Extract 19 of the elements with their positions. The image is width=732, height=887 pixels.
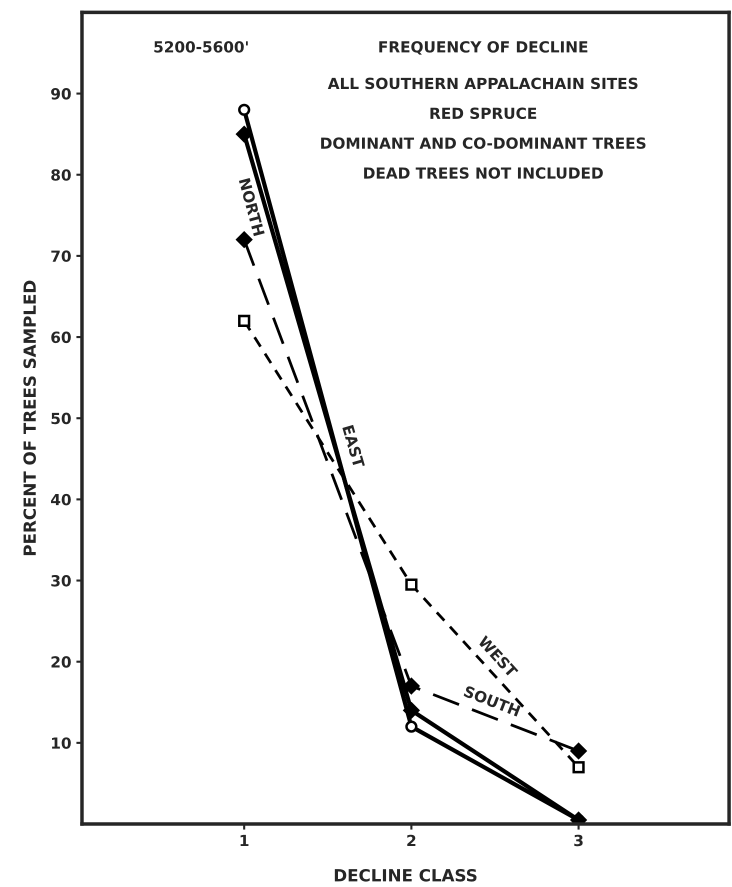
- y-tick-label: 60: [51, 332, 71, 344]
- x-axis-title: DECLINE CLASS: [334, 868, 477, 882]
- text: ALL SOUTHERN APPALACHAIN SITES RED SPRUCE DOMINANT AND CO-DOMINANT TREES DEAD TREES NOT INCLUDED: [321, 78, 646, 179]
- y-tick-label: 70: [51, 250, 71, 262]
- x-tick-label: 3: [574, 834, 583, 846]
- y-tick-label: 80: [51, 169, 71, 181]
- x-tick-label: 1: [240, 834, 248, 846]
- y-tick-label: 30: [51, 575, 71, 587]
- y-tick-label: 10: [52, 737, 71, 749]
- y-tick-label: 90: [51, 88, 71, 100]
- text: FREQUENCY OF DECLINE: [379, 41, 588, 55]
- x-tick-label: 2: [407, 834, 416, 846]
- y-tick-label: 20: [52, 656, 71, 668]
- text: NORTH: [238, 178, 265, 236]
- y-tick-label: 50: [51, 412, 71, 424]
- text: EAST: [342, 424, 366, 469]
- annotation: 5200-5600': [154, 41, 248, 53]
- y-axis-title: PERCENT OF TREES SAMPLED: [23, 280, 36, 556]
- y-tick-label: 40: [50, 494, 71, 506]
